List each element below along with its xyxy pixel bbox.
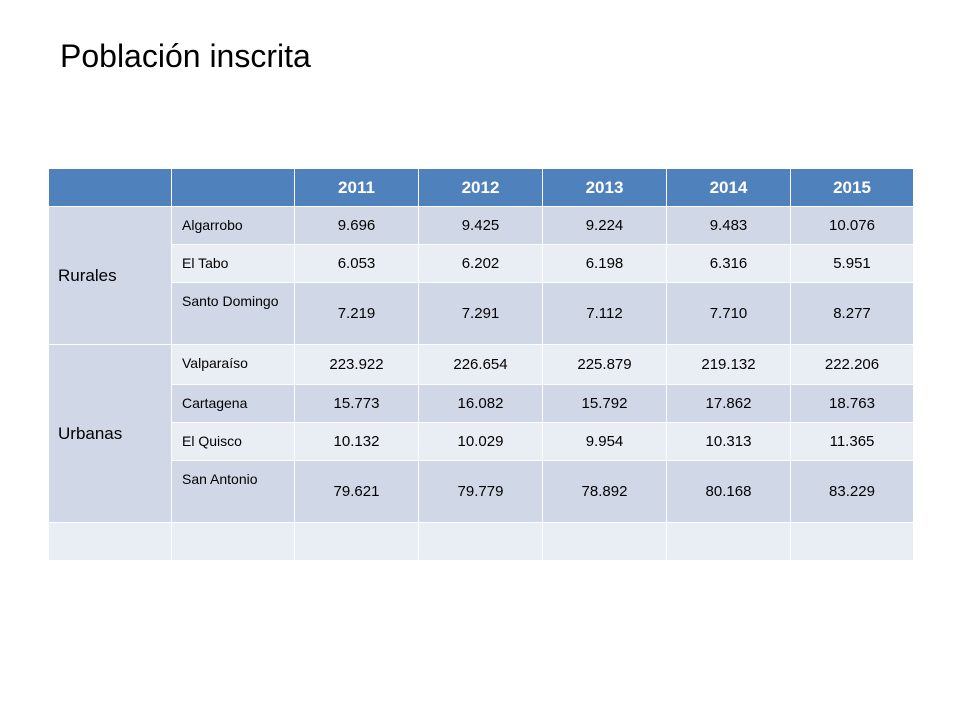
empty-cell xyxy=(666,522,791,561)
table-row: San Antonio 79.621 79.779 78.892 80.168 … xyxy=(49,460,914,523)
table-cell: 7.710 xyxy=(666,282,791,345)
table-cell: 6.316 xyxy=(666,244,791,283)
table-cell: 9.224 xyxy=(542,206,667,245)
table-cell: 8.277 xyxy=(790,282,914,345)
table-cell: 7.291 xyxy=(418,282,543,345)
commune-name: Cartagena xyxy=(171,384,295,423)
table-cell: 15.773 xyxy=(294,384,419,423)
commune-name: Santo Domingo xyxy=(171,282,295,345)
empty-cell xyxy=(542,522,667,561)
table-cell: 7.112 xyxy=(542,282,667,345)
table-cell: 226.654 xyxy=(418,344,543,385)
empty-cell xyxy=(48,522,172,561)
table-cell: 16.082 xyxy=(418,384,543,423)
commune-name: Valparaíso xyxy=(171,344,295,385)
commune-name: Algarrobo xyxy=(171,206,295,245)
table-cell: 9.483 xyxy=(666,206,791,245)
population-table: 2011 2012 2013 2014 2015 Rurales Algarro… xyxy=(48,168,914,561)
year-header: 2012 xyxy=(418,168,543,207)
table-cell: 222.206 xyxy=(790,344,914,385)
empty-row xyxy=(48,522,914,561)
table-row: Urbanas Valparaíso 223.922 226.654 225.8… xyxy=(48,344,914,523)
empty-cell xyxy=(790,522,914,561)
year-header: 2014 xyxy=(666,168,791,207)
table-cell: 79.779 xyxy=(418,460,543,523)
table-cell: 78.892 xyxy=(542,460,667,523)
header-corner-cell xyxy=(171,168,295,207)
table-cell: 10.313 xyxy=(666,422,791,461)
table-cell: 6.198 xyxy=(542,244,667,283)
table-cell: 219.132 xyxy=(666,344,791,385)
table-cell: 5.951 xyxy=(790,244,914,283)
table-cell: 10.076 xyxy=(790,206,914,245)
year-header: 2015 xyxy=(790,168,914,207)
year-header: 2013 xyxy=(542,168,667,207)
table-cell: 80.168 xyxy=(666,460,791,523)
table-cell: 10.132 xyxy=(294,422,419,461)
commune-name: El Quisco xyxy=(171,422,295,461)
table-cell: 18.763 xyxy=(790,384,914,423)
table-cell: 7.219 xyxy=(294,282,419,345)
table-cell: 6.202 xyxy=(418,244,543,283)
table-row: Santo Domingo 7.219 7.291 7.112 7.710 8.… xyxy=(49,282,914,345)
header-corner-cell xyxy=(48,168,172,207)
table-cell: 15.792 xyxy=(542,384,667,423)
table-row: El Tabo 6.053 6.202 6.198 6.316 5.951 xyxy=(49,244,914,283)
table-cell: 17.862 xyxy=(666,384,791,423)
table-cell: 83.229 xyxy=(790,460,914,523)
group-label-urbanas: Urbanas xyxy=(48,344,172,523)
group-label-rurales: Rurales xyxy=(48,206,172,345)
table-cell: 10.029 xyxy=(418,422,543,461)
table-cell: 9.425 xyxy=(418,206,543,245)
commune-name: El Tabo xyxy=(171,244,295,283)
table-cell: 9.696 xyxy=(294,206,419,245)
table-cell: 11.365 xyxy=(790,422,914,461)
table-cell: 9.954 xyxy=(542,422,667,461)
table-cell: 6.053 xyxy=(294,244,419,283)
table-row: El Quisco 10.132 10.029 9.954 10.313 11.… xyxy=(49,422,914,461)
year-header: 2011 xyxy=(294,168,419,207)
table-cell: 79.621 xyxy=(294,460,419,523)
table-row: Rurales Algarrobo 9.696 9.425 9.224 9.48… xyxy=(48,206,914,345)
empty-cell xyxy=(418,522,543,561)
commune-name: San Antonio xyxy=(171,460,295,523)
table-cell: 225.879 xyxy=(542,344,667,385)
page-title: Población inscrita xyxy=(60,38,311,74)
header-row: 2011 2012 2013 2014 2015 xyxy=(48,168,914,207)
table-row: Cartagena 15.773 16.082 15.792 17.862 18… xyxy=(49,384,914,423)
empty-cell xyxy=(294,522,419,561)
table-cell: 223.922 xyxy=(294,344,419,385)
empty-cell xyxy=(171,522,295,561)
